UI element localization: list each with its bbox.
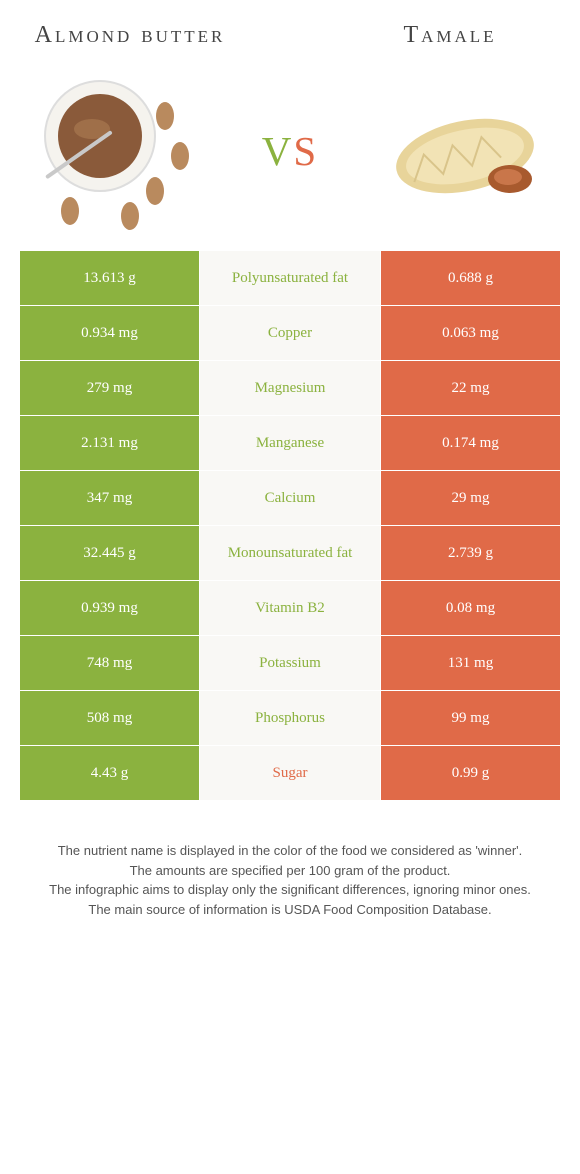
almond-butter-icon [30, 61, 200, 231]
header-titles: Almond butter Tamale [0, 0, 580, 61]
right-value-cell: 131 mg [380, 636, 560, 690]
nutrient-label-cell: Potassium [200, 636, 380, 690]
right-value-cell: 0.08 mg [380, 581, 560, 635]
nutrition-row: 4.43 gSugar0.99 g [20, 746, 560, 801]
nutrition-row: 32.445 gMonounsaturated fat2.739 g [20, 526, 560, 581]
nutrition-row: 279 mgMagnesium22 mg [20, 361, 560, 416]
vs-label: vs [262, 120, 318, 172]
left-food-title: Almond butter [30, 20, 230, 51]
footer-note-line: The main source of information is USDA F… [30, 900, 550, 920]
left-value-cell: 279 mg [20, 361, 200, 415]
footer-notes: The nutrient name is displayed in the co… [0, 801, 580, 939]
right-value-cell: 0.063 mg [380, 306, 560, 360]
left-value-cell: 748 mg [20, 636, 200, 690]
left-value-cell: 13.613 g [20, 251, 200, 305]
nutrition-row: 508 mgPhosphorus99 mg [20, 691, 560, 746]
nutrition-row: 0.939 mgVitamin B20.08 mg [20, 581, 560, 636]
right-value-cell: 29 mg [380, 471, 560, 525]
footer-note-line: The amounts are specified per 100 gram o… [30, 861, 550, 881]
vs-s: s [293, 113, 318, 178]
nutrient-label-cell: Calcium [200, 471, 380, 525]
right-value-cell: 99 mg [380, 691, 560, 745]
left-value-cell: 508 mg [20, 691, 200, 745]
nutrition-row: 748 mgPotassium131 mg [20, 636, 560, 691]
vs-v: v [262, 113, 294, 178]
right-value-cell: 2.739 g [380, 526, 560, 580]
nutrient-label-cell: Phosphorus [200, 691, 380, 745]
left-value-cell: 0.939 mg [20, 581, 200, 635]
right-value-cell: 0.174 mg [380, 416, 560, 470]
nutrition-row: 13.613 gPolyunsaturated fat0.688 g [20, 251, 560, 306]
nutrient-label-cell: Manganese [200, 416, 380, 470]
footer-note-line: The nutrient name is displayed in the co… [30, 841, 550, 861]
left-value-cell: 2.131 mg [20, 416, 200, 470]
nutrient-label-cell: Sugar [200, 746, 380, 800]
left-value-cell: 0.934 mg [20, 306, 200, 360]
left-value-cell: 347 mg [20, 471, 200, 525]
nutrition-row: 2.131 mgManganese0.174 mg [20, 416, 560, 471]
nutrient-label-cell: Monounsaturated fat [200, 526, 380, 580]
tamale-icon [380, 61, 550, 231]
left-food-image [30, 61, 200, 231]
footer-note-line: The infographic aims to display only the… [30, 880, 550, 900]
left-value-cell: 32.445 g [20, 526, 200, 580]
nutrition-table: 13.613 gPolyunsaturated fat0.688 g0.934 … [0, 251, 580, 801]
nutrient-label-cell: Copper [200, 306, 380, 360]
nutrient-label-cell: Polyunsaturated fat [200, 251, 380, 305]
images-row: vs [0, 61, 580, 251]
right-value-cell: 0.688 g [380, 251, 560, 305]
nutrient-label-cell: Vitamin B2 [200, 581, 380, 635]
right-value-cell: 22 mg [380, 361, 560, 415]
nutrient-label-cell: Magnesium [200, 361, 380, 415]
right-food-image [380, 61, 550, 231]
right-food-title: Tamale [350, 20, 550, 51]
nutrition-row: 347 mgCalcium29 mg [20, 471, 560, 526]
right-value-cell: 0.99 g [380, 746, 560, 800]
nutrition-row: 0.934 mgCopper0.063 mg [20, 306, 560, 361]
left-value-cell: 4.43 g [20, 746, 200, 800]
